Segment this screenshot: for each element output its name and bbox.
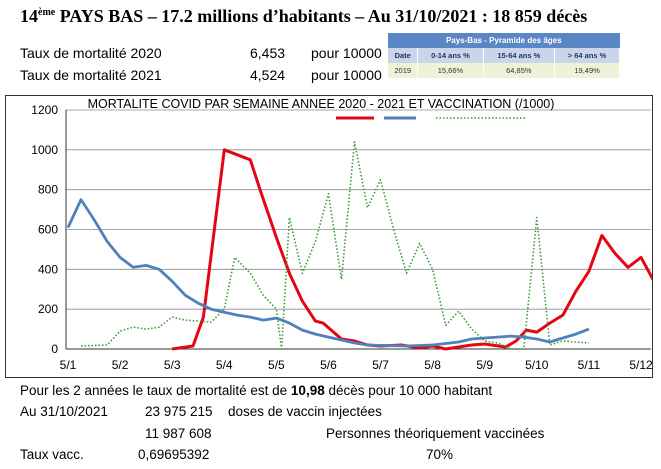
x-tick-label: 5/2 <box>112 358 129 372</box>
rate-label: Taux de mortalité 2020 <box>20 45 162 61</box>
y-tick-label: 800 <box>38 183 58 197</box>
y-tick-label: 0 <box>51 342 58 356</box>
footer-rate-value: 10,98 <box>290 383 325 398</box>
pyramid-cell: 19,49% <box>554 63 620 78</box>
series-line-red <box>171 148 652 351</box>
pyramid-title: Pays-Bas - Pyramide des âges <box>388 33 620 48</box>
rate-unit: pour 10000 <box>311 45 382 61</box>
y-tick-label: 1200 <box>31 103 58 117</box>
footer-vacc-rate-label: Taux vacc. <box>20 447 84 462</box>
x-tick-label: 5/7 <box>372 358 389 372</box>
page-title: 14ème PAYS BAS – 17.2 millions d’habitan… <box>20 6 587 27</box>
pyramid-cell: 15,66% <box>417 63 484 78</box>
x-tick-label: 5/10 <box>525 358 549 372</box>
pyramid-column-header: 15-64 ans % <box>483 48 556 63</box>
x-tick-label: 5/5 <box>268 358 285 372</box>
pyramid-column-header: 0-14 ans % <box>417 48 484 63</box>
x-tick-label: 5/3 <box>164 358 181 372</box>
footer-vaccinated-label: Personnes théoriquement vaccinées <box>326 426 545 441</box>
title-superscript-number: 14 <box>20 6 38 26</box>
pyramid-cell: 64,85% <box>483 63 556 78</box>
rate-label: Taux de mortalité 2021 <box>20 67 162 83</box>
series-line-blue <box>66 198 590 348</box>
footer-doses-label: doses de vaccin injectées <box>228 404 382 419</box>
y-tick-label: 1000 <box>31 143 58 157</box>
mortality-chart-svg: 0 200 400 600 800 1000 1200 5/1 5/2 5/3 5/4 5/5 5/6 5… <box>31 97 652 372</box>
x-tick-label: 5/9 <box>476 358 493 372</box>
pyramid-cell: 2019 <box>388 63 419 78</box>
x-tick-label: 5/6 <box>320 358 337 372</box>
title-superscript: ème <box>38 7 56 18</box>
x-tick-label: 5/4 <box>216 358 233 372</box>
rate-unit: pour 10000 <box>311 67 382 83</box>
rate-value: 6,453 <box>250 45 286 61</box>
footer-doses: 23 975 215 <box>145 404 213 419</box>
x-tick-label: 5/11 <box>578 358 601 372</box>
footer-date: Au 31/10/2021 <box>20 404 108 419</box>
y-tick-label: 200 <box>38 302 58 316</box>
footer-vaccinated-count: 11 987 608 <box>145 426 212 441</box>
mortality-chart: 0 200 400 600 800 1000 1200 5/1 5/2 5/3 5/4 5/5 5/6 5… <box>5 95 653 378</box>
x-tick-label: 5/1 <box>60 358 77 372</box>
pyramid-column-header: Date <box>388 48 419 63</box>
footer-total-rate: Pour les 2 années le taux de mortalité e… <box>20 383 492 398</box>
footer-vacc-rate-value: 0,69695392 <box>138 447 210 462</box>
title-text: PAYS BAS – 17.2 millions d’habitants – A… <box>55 6 588 26</box>
footer-rate-suffix: décès pour 10 000 habitant <box>324 383 493 398</box>
rate-value: 4,524 <box>250 67 286 83</box>
x-tick-label: 5/8 <box>424 358 441 372</box>
series-line-green <box>80 141 589 350</box>
x-tick-label: 5/12 <box>629 358 652 372</box>
pyramid-column-header: > 64 ans % <box>554 48 620 63</box>
y-tick-label: 600 <box>38 223 58 237</box>
y-tick-label: 400 <box>38 262 58 276</box>
chart-title: MORTALITE COVID PAR SEMAINE ANNEE 2020 -… <box>88 97 555 111</box>
footer-vacc-rate-percent: 70% <box>426 447 454 462</box>
age-pyramid-table: Pays-Bas - Pyramide des âges Date 0-14 a… <box>388 33 620 78</box>
footer-rate-prefix: Pour les 2 années le taux de mortalité e… <box>20 383 291 398</box>
